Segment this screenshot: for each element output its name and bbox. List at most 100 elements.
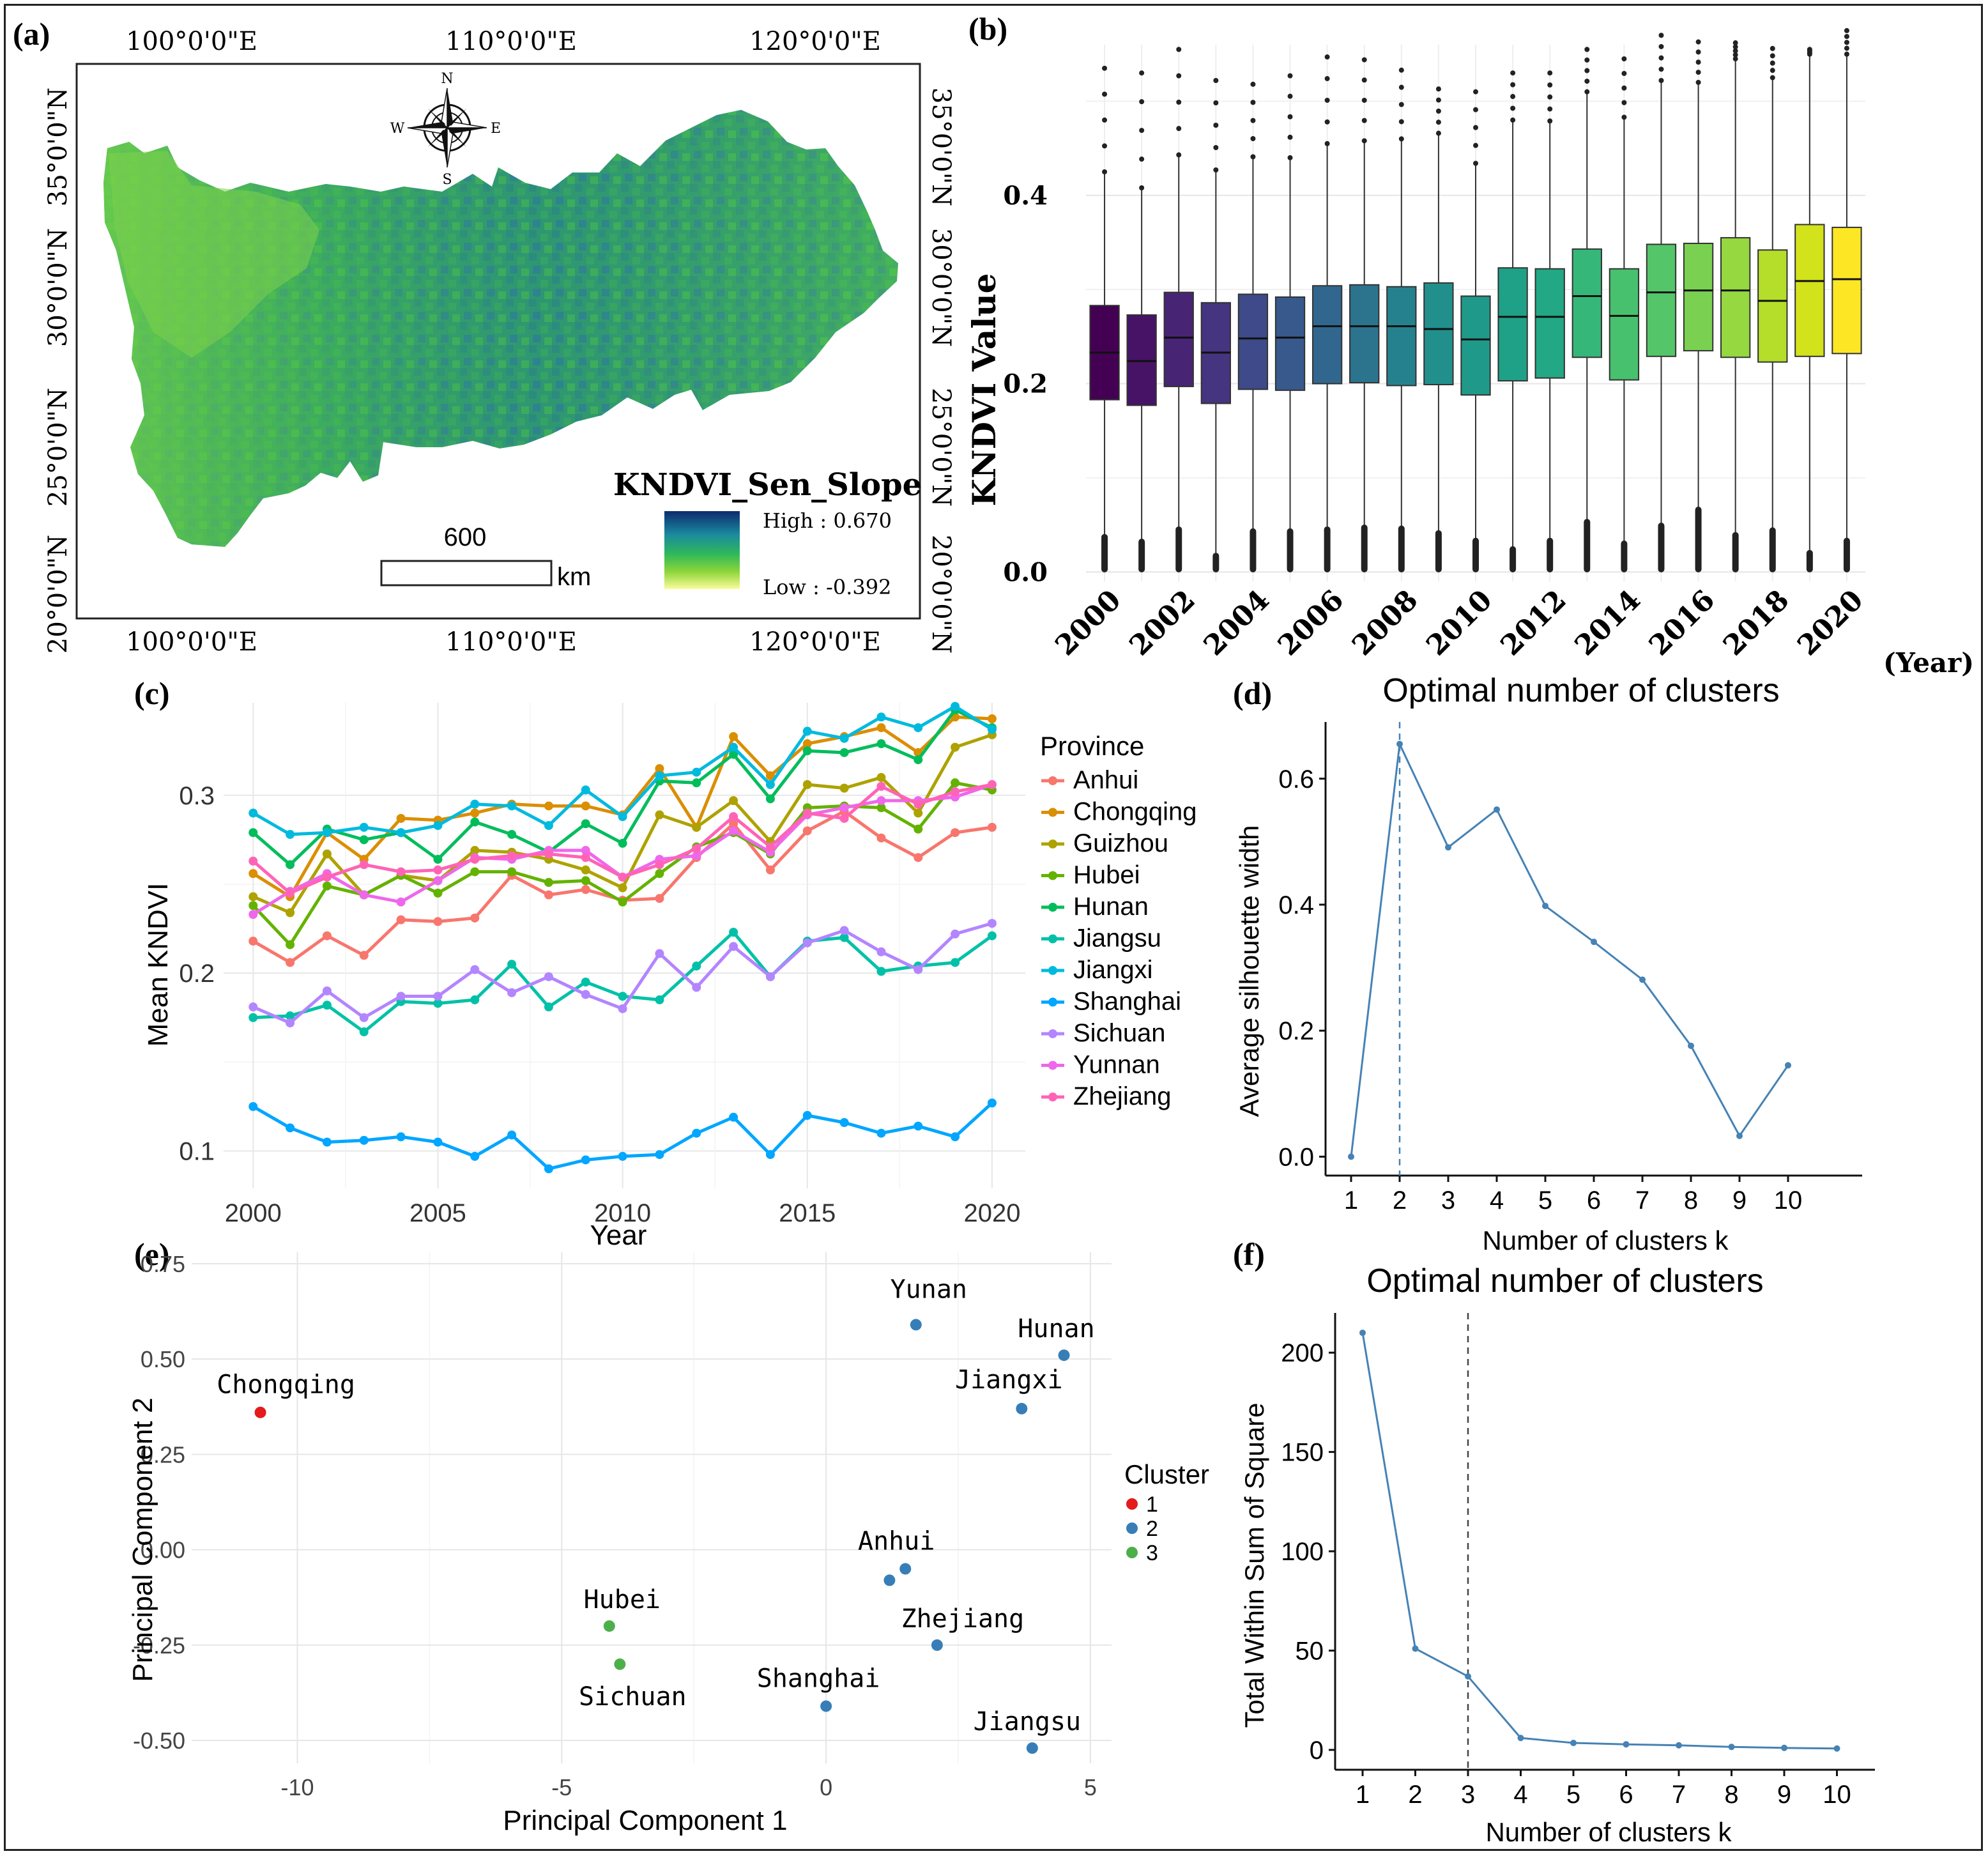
c-point-shanghai xyxy=(359,1135,369,1145)
c-point-chongqing xyxy=(396,813,406,823)
c-point-sichuan xyxy=(914,965,923,974)
c-point-guizhou xyxy=(618,883,627,893)
b-outlier-point xyxy=(1176,152,1182,158)
b-outlier-point xyxy=(1361,97,1367,103)
c-point-yunnan xyxy=(396,897,406,907)
c-legend-dot xyxy=(1048,1061,1057,1070)
c-legend-label: Hunan xyxy=(1073,893,1149,921)
c-point-jiangxi xyxy=(618,812,627,822)
e-y-tick-label: 0.75 xyxy=(141,1251,185,1277)
lon-label-top-100: 100°0'0"E xyxy=(126,27,257,56)
f-x-tick-label: 5 xyxy=(1566,1781,1580,1809)
f-wss-line xyxy=(1361,1332,1837,1750)
e-point-hunan xyxy=(1058,1349,1070,1361)
b-outlier-point xyxy=(1695,39,1701,45)
c-point-shanghai xyxy=(729,1112,738,1122)
f-point xyxy=(1359,1330,1366,1337)
c-point-sichuan xyxy=(581,990,590,999)
yangtze-region-map xyxy=(103,110,898,547)
b-y-axis-title: KNDVI Value xyxy=(965,273,1003,507)
c-point-shanghai xyxy=(581,1155,590,1165)
b-outlier-point xyxy=(1102,91,1108,97)
e-x-tick-label: 5 xyxy=(1084,1774,1097,1800)
b-outlier-point xyxy=(1732,44,1738,50)
b-outlier-point xyxy=(1176,99,1182,105)
f-y-tick-label: 50 xyxy=(1296,1637,1324,1665)
b-x-tick-label: 2018 xyxy=(1717,584,1796,663)
c-point-zhejiang xyxy=(249,856,258,866)
c-point-yunnan xyxy=(359,890,369,900)
b-outlier-point xyxy=(1844,40,1849,45)
b-outlier-point xyxy=(1250,100,1256,105)
c-point-guizhou xyxy=(951,742,960,752)
c-point-hubei xyxy=(322,881,332,891)
e-point-jiangxi xyxy=(1016,1402,1028,1415)
c-point-hubei xyxy=(433,888,443,898)
b-outlier-point xyxy=(1361,77,1367,83)
c-point-shanghai xyxy=(470,1151,480,1161)
b-x-tick-label: 2002 xyxy=(1123,584,1202,663)
c-point-zhejiang xyxy=(359,860,369,870)
c-point-jiangxi xyxy=(544,821,553,831)
d-point xyxy=(1591,939,1597,946)
b-outlier-point xyxy=(1398,84,1404,90)
b-outlier-point xyxy=(1324,54,1330,60)
c-point-jiangxi xyxy=(655,771,664,781)
c-legend-dot xyxy=(1048,776,1057,785)
c-point-hubei xyxy=(914,824,923,834)
f-x-tick-label: 1 xyxy=(1356,1781,1370,1809)
panel-d-silhouette: (d) Optimal number of clusters 0.0 0.2 0.4… xyxy=(1233,672,1862,1255)
d-y-tick-label: 0.4 xyxy=(1278,891,1314,919)
c-legend-label: Jiangsu xyxy=(1073,924,1161,953)
b-outlier-point xyxy=(1213,78,1219,83)
b-outlier-point xyxy=(1695,70,1701,75)
c-point-sichuan xyxy=(655,949,664,958)
c-legend-dot xyxy=(1048,840,1057,848)
b-box-2019 xyxy=(1794,224,1825,357)
c-legend-label: Jiangxi xyxy=(1073,956,1153,984)
e-point-anhui xyxy=(899,1563,912,1575)
b-outlier-point xyxy=(1770,75,1775,81)
b-outlier-point xyxy=(1732,48,1738,54)
c-point-jiangsu xyxy=(249,1013,258,1022)
b-outlier-point xyxy=(1732,40,1738,46)
c-point-sichuan xyxy=(359,1013,369,1022)
e-x-tick-label: 0 xyxy=(820,1774,832,1800)
b-outlier-point xyxy=(1398,102,1404,107)
e-legend-title: Cluster xyxy=(1124,1459,1209,1489)
b-outlier-point xyxy=(1287,93,1293,99)
d-x-tick-label: 8 xyxy=(1684,1186,1698,1215)
b-outlier-point xyxy=(1435,108,1441,114)
b-outlier-point xyxy=(1250,118,1256,123)
b-x-tick-label: 2012 xyxy=(1494,584,1573,663)
c-y-tick-label: 0.1 xyxy=(179,1138,215,1166)
c-point-jiangxi xyxy=(433,821,443,831)
b-outlier-point xyxy=(1473,125,1478,130)
b-outlier-point xyxy=(1324,119,1330,125)
c-point-jiangxi xyxy=(470,799,480,809)
c-point-shanghai xyxy=(249,1101,258,1111)
b-outlier-point xyxy=(1324,141,1330,146)
c-point-zhejiang xyxy=(618,872,627,882)
b-outlier-point xyxy=(1435,97,1441,103)
compass-rose-icon: N S E W xyxy=(390,71,501,188)
c-point-guizhou xyxy=(692,822,701,832)
legend-high: High : 0.670 xyxy=(763,509,892,533)
c-point-guizhou xyxy=(839,783,849,793)
c-point-shanghai xyxy=(876,1128,886,1138)
c-legend-label: Hubei xyxy=(1073,861,1140,889)
c-point-hunan xyxy=(729,749,738,759)
b-outlier-point xyxy=(1770,45,1775,51)
c-point-sichuan xyxy=(396,992,406,1001)
f-x-tick-label: 8 xyxy=(1724,1781,1738,1809)
c-point-hunan xyxy=(286,860,295,870)
f-y-tick-label: 100 xyxy=(1281,1538,1324,1566)
c-point-anhui xyxy=(914,853,923,863)
compass-w: W xyxy=(390,121,405,137)
b-x-tick-label: 2000 xyxy=(1049,584,1128,663)
c-point-zhejiang xyxy=(322,872,332,882)
c-point-chongqing xyxy=(729,732,738,741)
e-point-chongqing xyxy=(254,1406,266,1418)
f-point xyxy=(1570,1740,1577,1747)
c-point-sichuan xyxy=(729,942,738,951)
